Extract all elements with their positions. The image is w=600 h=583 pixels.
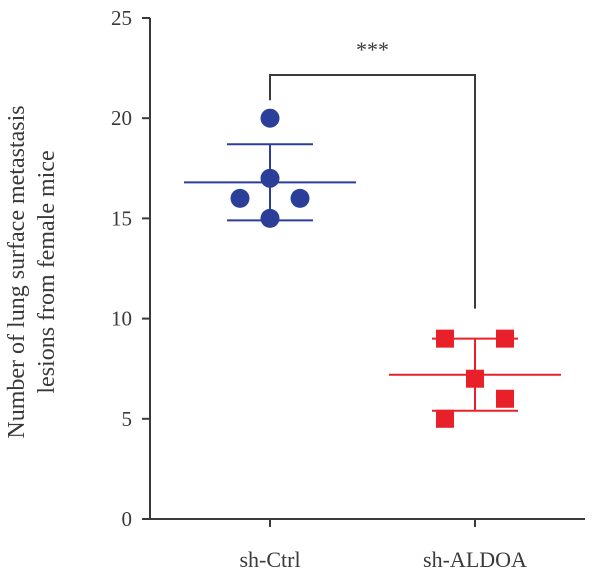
data-point: [290, 188, 310, 208]
data-point: [260, 168, 280, 188]
y-tick-label: 15: [111, 206, 132, 230]
data-point: [466, 369, 484, 388]
data-point: [436, 409, 454, 428]
significance-bracket: [269, 74, 476, 309]
y-tick-label: 5: [122, 407, 133, 431]
data-point: [496, 389, 514, 408]
y-tick-label: 0: [122, 507, 133, 531]
y-tick-label: 25: [111, 6, 132, 30]
data-point: [496, 329, 514, 348]
y-axis-label: Number of lung surface metastasis lesion…: [4, 105, 60, 438]
axes: 0 5 10 15 20 25 sh-Ctrl sh-ALDOA: [111, 6, 585, 572]
y-axis-label-line-2: lesions from female mice: [34, 150, 60, 393]
significance-label: ***: [356, 37, 389, 62]
y-tick-label: 10: [111, 307, 132, 331]
data-point: [260, 208, 280, 228]
data-marks: ***: [184, 37, 561, 428]
y-axis-label-line-1: Number of lung surface metastasis: [4, 105, 30, 438]
data-point: [436, 329, 454, 348]
data-point: [260, 108, 280, 128]
x-tick-label: sh-Ctrl: [239, 547, 300, 572]
x-tick-label: sh-ALDOA: [423, 547, 527, 572]
data-point: [230, 188, 250, 208]
y-tick-label: 20: [111, 106, 132, 130]
